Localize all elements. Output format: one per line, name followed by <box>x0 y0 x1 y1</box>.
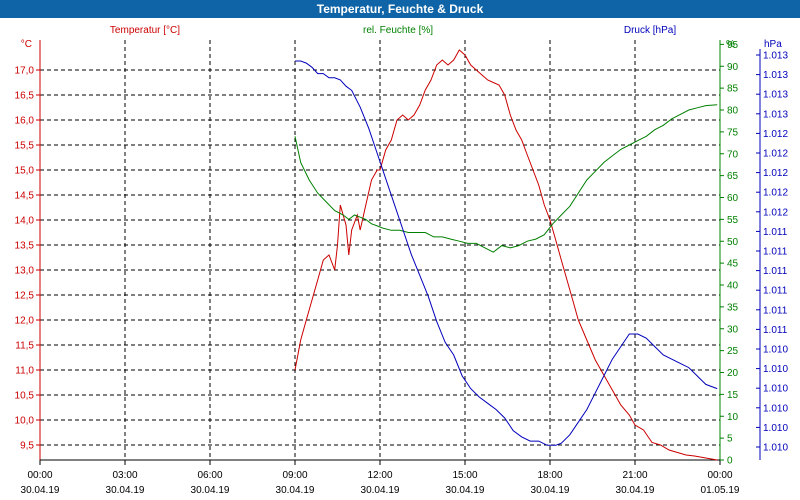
right-tick-label: 1.011 <box>763 286 788 297</box>
x-tick-label-date: 30.04.19 <box>106 485 145 496</box>
x-tick-label-time: 21:00 <box>622 470 647 481</box>
left-tick-label: 16,0 <box>15 116 35 127</box>
chart-title: Temperatur, Feuchte & Druck <box>0 0 800 18</box>
x-tick-label-date: 30.04.19 <box>616 485 655 496</box>
middle-tick-label: 90 <box>727 62 739 73</box>
right-tick-label: 1.010 <box>763 403 788 414</box>
left-tick-label: 12,5 <box>15 291 35 302</box>
left-tick-label: 10,5 <box>15 391 35 402</box>
series-line-right <box>295 60 718 446</box>
legend-humidity: rel. Feuchte [%] <box>363 25 433 36</box>
right-tick-label: 1.010 <box>763 443 788 454</box>
right-tick-label: 1.011 <box>763 266 788 277</box>
right-tick-label: 1.012 <box>763 129 788 140</box>
legend-pressure: Druck [hPa] <box>624 25 676 36</box>
left-tick-label: 16,5 <box>15 91 35 102</box>
left-tick-label: 14,0 <box>15 216 35 227</box>
left-tick-label: 10,0 <box>15 416 35 427</box>
right-tick-label: 1.010 <box>763 364 788 375</box>
x-tick-label-time: 09:00 <box>282 470 307 481</box>
right-tick-label: 1.013 <box>763 51 788 62</box>
x-tick-label-date: 01.05.19 <box>701 485 740 496</box>
middle-tick-label: 5 <box>727 434 733 445</box>
right-tick-label: 1.010 <box>763 384 788 395</box>
middle-tick-label: 75 <box>727 127 739 138</box>
series-line-middle <box>294 104 718 253</box>
right-tick-label: 1.011 <box>763 227 788 238</box>
left-axis-unit: °C <box>21 39 32 50</box>
right-axis-unit: hPa <box>764 39 782 50</box>
left-tick-label: 9,5 <box>20 441 34 452</box>
x-tick-label-date: 30.04.19 <box>446 485 485 496</box>
middle-tick-label: 30 <box>727 324 739 335</box>
middle-tick-label: 65 <box>727 171 739 182</box>
middle-tick-label: 85 <box>727 84 739 95</box>
middle-tick-label: 25 <box>727 346 739 357</box>
x-tick-label-time: 18:00 <box>537 470 562 481</box>
legend-temperature: Temperatur [°C] <box>110 25 180 36</box>
middle-tick-label: 95 <box>727 40 739 51</box>
left-tick-label: 11,0 <box>15 366 34 377</box>
x-tick-label-date: 30.04.19 <box>531 485 570 496</box>
x-tick-label-date: 30.04.19 <box>191 485 230 496</box>
right-tick-label: 1.010 <box>763 423 788 434</box>
x-tick-label-date: 30.04.19 <box>276 485 315 496</box>
right-tick-label: 1.011 <box>763 325 788 336</box>
middle-tick-label: 40 <box>727 281 739 292</box>
right-tick-label: 1.011 <box>763 247 788 258</box>
left-tick-label: 11,5 <box>15 341 34 352</box>
x-tick-label-time: 15:00 <box>452 470 477 481</box>
x-tick-label-time: 00:00 <box>707 470 732 481</box>
x-tick-label-time: 06:00 <box>197 470 222 481</box>
middle-tick-label: 70 <box>727 149 739 160</box>
middle-tick-label: 80 <box>727 106 739 117</box>
right-tick-label: 1.013 <box>763 70 788 81</box>
x-tick-label-time: 00:00 <box>27 470 52 481</box>
chart-series <box>294 49 718 461</box>
chart-axes <box>36 40 761 465</box>
middle-tick-label: 15 <box>727 390 739 401</box>
right-tick-label: 1.012 <box>763 149 788 160</box>
left-tick-label: 13,0 <box>15 266 35 277</box>
chart-labels: 00:00 30.04.19 03:00 30.04.19 06:00 30.04.19 0… <box>15 25 789 496</box>
right-tick-label: 1.013 <box>763 90 788 101</box>
right-tick-label: 1.012 <box>763 188 788 199</box>
chart-grid <box>40 40 720 460</box>
right-tick-label: 1.012 <box>763 207 788 218</box>
middle-tick-label: 0 <box>727 456 733 467</box>
right-tick-label: 1.010 <box>763 345 788 356</box>
left-tick-label: 17,0 <box>15 66 35 77</box>
middle-tick-label: 45 <box>727 259 739 270</box>
middle-tick-label: 50 <box>727 237 739 248</box>
left-tick-label: 15,0 <box>15 166 35 177</box>
x-tick-label-date: 30.04.19 <box>21 485 60 496</box>
left-tick-label: 14,5 <box>15 191 35 202</box>
x-tick-label-time: 12:00 <box>367 470 392 481</box>
left-tick-label: 13,5 <box>15 241 35 252</box>
x-tick-label-date: 30.04.19 <box>361 485 400 496</box>
right-tick-label: 1.011 <box>763 305 788 316</box>
right-tick-label: 1.013 <box>763 109 788 120</box>
middle-tick-label: 60 <box>727 193 739 204</box>
x-tick-label-time: 03:00 <box>112 470 137 481</box>
middle-tick-label: 55 <box>727 215 739 226</box>
middle-tick-label: 35 <box>727 302 739 313</box>
middle-axis-unit: % <box>726 39 735 50</box>
middle-tick-label: 10 <box>727 412 739 423</box>
left-tick-label: 12,0 <box>15 316 35 327</box>
left-tick-label: 15,5 <box>15 141 35 152</box>
right-tick-label: 1.012 <box>763 168 788 179</box>
series-line-left <box>294 49 718 461</box>
middle-tick-label: 20 <box>727 368 739 379</box>
